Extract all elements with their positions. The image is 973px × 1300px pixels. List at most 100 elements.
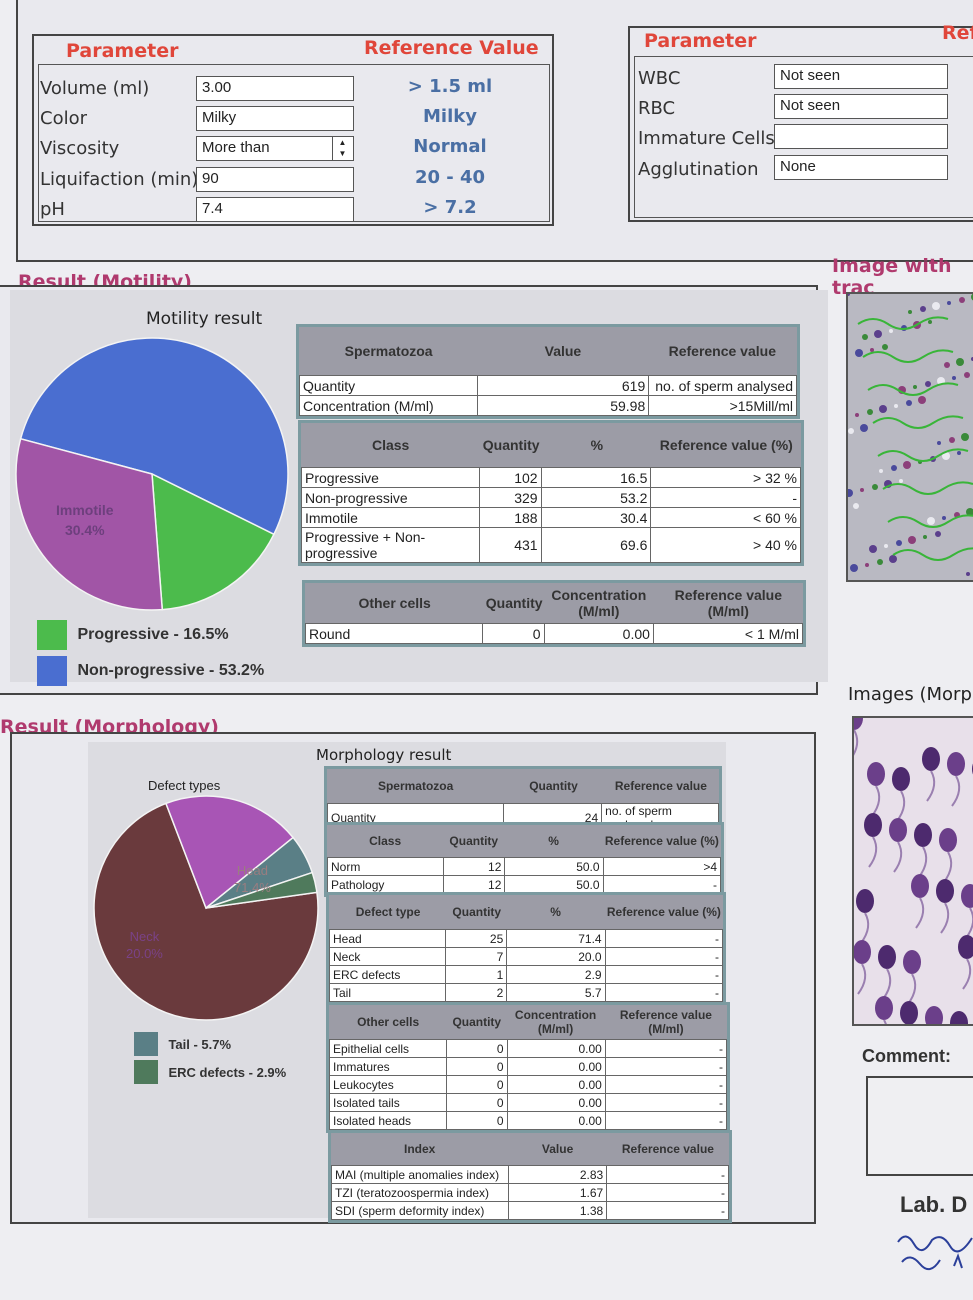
semen-reference-value: Normal xyxy=(413,136,487,157)
tracked-cell-dot xyxy=(944,362,950,368)
table-row: Isolated heads 0 0.00- xyxy=(329,1111,728,1130)
neck-pie-label: Neck 20.0% xyxy=(126,928,163,962)
track-path xyxy=(867,382,959,396)
cells-value-field[interactable] xyxy=(774,124,948,149)
table-cell: Immatures xyxy=(329,1057,447,1076)
tracked-cell-dot xyxy=(923,535,927,539)
table-row: Progressive + Non-progressive 431 69.6 > 40… xyxy=(301,527,801,563)
parameter-header: Parameter xyxy=(66,40,179,62)
motility-other-table-header: Other cells Quantity Concentration (M/ml… xyxy=(305,583,804,623)
table-cell: 16.5 xyxy=(540,467,652,488)
tracked-cell-dot xyxy=(908,536,916,544)
tracked-cell-dot xyxy=(957,451,961,455)
morph-other-rows: Epithelial cells 0 0.00- Immatures 0 0.00- Leu… xyxy=(329,1039,728,1130)
sperm-tail xyxy=(882,968,892,1000)
sperm-head xyxy=(892,767,910,791)
tracked-cell-dot xyxy=(942,452,950,460)
cells-label: WBC xyxy=(638,68,681,89)
tracking-image xyxy=(846,292,973,582)
pie-slice-head xyxy=(93,802,319,1021)
semen-label: Liquifaction (min) xyxy=(40,169,199,190)
tracked-cell-dot xyxy=(867,409,873,415)
track-path xyxy=(887,514,973,528)
track-path xyxy=(892,547,973,561)
tracked-cell-dot xyxy=(961,433,969,441)
tracked-cell-dot xyxy=(889,555,897,563)
comment-box[interactable] xyxy=(866,1076,973,1176)
motility-other-rows: Round 0 0.00 < 1 M/ml xyxy=(305,623,804,644)
tracked-cell-dot xyxy=(848,294,850,296)
semen-value-field[interactable]: Milky xyxy=(196,106,354,131)
col-quantity: Quantity xyxy=(480,437,543,453)
morph-col-defect-percent: % xyxy=(506,905,605,919)
table-cell: 0 xyxy=(445,1057,508,1076)
tracked-cell-dot xyxy=(874,330,882,338)
morph-col-index-value: Value xyxy=(508,1142,607,1156)
neck-label-name: Neck xyxy=(129,929,160,944)
legend-non-progressive: Non-progressive - 53.2% xyxy=(37,656,264,686)
legend-progressive-swatch xyxy=(37,620,67,650)
sperm-tail xyxy=(857,963,867,995)
head-pie-label: Head 71.4% xyxy=(234,862,271,896)
semen-value-field[interactable]: 90 xyxy=(196,167,354,192)
morph-col-spermatozoa: Spermatozoa xyxy=(327,779,505,793)
table-cell: - xyxy=(606,1183,729,1202)
table-cell: 0.00 xyxy=(506,1057,606,1076)
cells-value-field[interactable]: Not seen xyxy=(774,94,948,119)
tracking-image-graphic xyxy=(848,294,973,576)
table-row: Progressive 102 16.5 > 32 % xyxy=(301,467,801,488)
tracked-cell-dot xyxy=(913,385,917,389)
legend-erc: ERC defects - 2.9% xyxy=(134,1060,286,1084)
sperm-tail xyxy=(965,907,973,939)
tracked-cell-dot xyxy=(903,461,911,469)
morph-col-index-reference: Reference value xyxy=(606,1142,729,1156)
table-cell: 0.00 xyxy=(506,1093,606,1112)
lab-label: Lab. D xyxy=(900,1192,968,1217)
table-cell: 2 xyxy=(445,983,508,1002)
table-cell: 12 xyxy=(443,875,506,894)
cells-value-field[interactable]: Not seen xyxy=(774,64,948,89)
tracked-cell-dot xyxy=(889,329,893,333)
morph-col-index: Index xyxy=(331,1142,509,1156)
legend-non-progressive-text: Non-progressive - 53.2% xyxy=(77,662,265,679)
table-cell: 0 xyxy=(445,1075,508,1094)
morph-col-reference: Reference value xyxy=(602,779,719,793)
cells-value-field[interactable]: None xyxy=(774,155,948,180)
motility-sperm-table-header: Spermatozoa Value Reference value xyxy=(299,327,797,375)
tracked-cell-dot xyxy=(884,544,888,548)
immotile-label-value: 30.4% xyxy=(64,522,105,538)
table-cell: 12 xyxy=(443,857,506,876)
tracked-cell-dot xyxy=(869,545,877,553)
morph-col-other-concentration: Concentration (M/ml) xyxy=(506,1008,605,1036)
col-other-cells: Other cells xyxy=(305,595,485,611)
tracked-cell-dot xyxy=(952,376,956,380)
cells-parameter-header: Parameter xyxy=(644,30,757,52)
table-cell: 50.0 xyxy=(504,875,604,894)
table-cell: 0.00 xyxy=(506,1075,606,1094)
tracked-cell-dot xyxy=(908,310,912,314)
morphology-image xyxy=(852,716,973,1026)
legend-erc-swatch xyxy=(134,1060,158,1084)
tracked-cell-dot xyxy=(872,484,878,490)
tracked-cell-dot xyxy=(865,563,869,567)
pie-slice-non-progressive xyxy=(19,337,289,536)
tracked-cell-dot xyxy=(932,302,940,310)
track-path xyxy=(862,349,954,363)
semen-value-field[interactable]: More than xyxy=(196,136,354,161)
semen-value-field[interactable]: 7.4 xyxy=(196,197,354,222)
semen-label: Viscosity xyxy=(40,138,120,159)
pie-slice-immotile xyxy=(15,437,164,611)
table-cell: < 60 % xyxy=(650,507,801,528)
sperm-tail xyxy=(883,1019,887,1024)
table-cell: 188 xyxy=(478,507,542,528)
table-row: SDI (sperm deformity index) 1.38- xyxy=(331,1201,729,1220)
table-cell: - xyxy=(604,1057,728,1076)
sperm-tail xyxy=(893,841,903,873)
col-reference-percent: Reference value (%) xyxy=(651,437,801,453)
viscosity-spinner-icon[interactable]: ▲ ▼ xyxy=(332,137,352,160)
motility-legend: Progressive - 16.5% Non-progressive - 53… xyxy=(37,620,264,686)
defect-pie-chart xyxy=(93,795,319,1021)
semen-value-field[interactable]: 3.00 xyxy=(196,76,354,101)
sperm-tail xyxy=(943,851,953,883)
sperm-tail xyxy=(896,790,906,822)
